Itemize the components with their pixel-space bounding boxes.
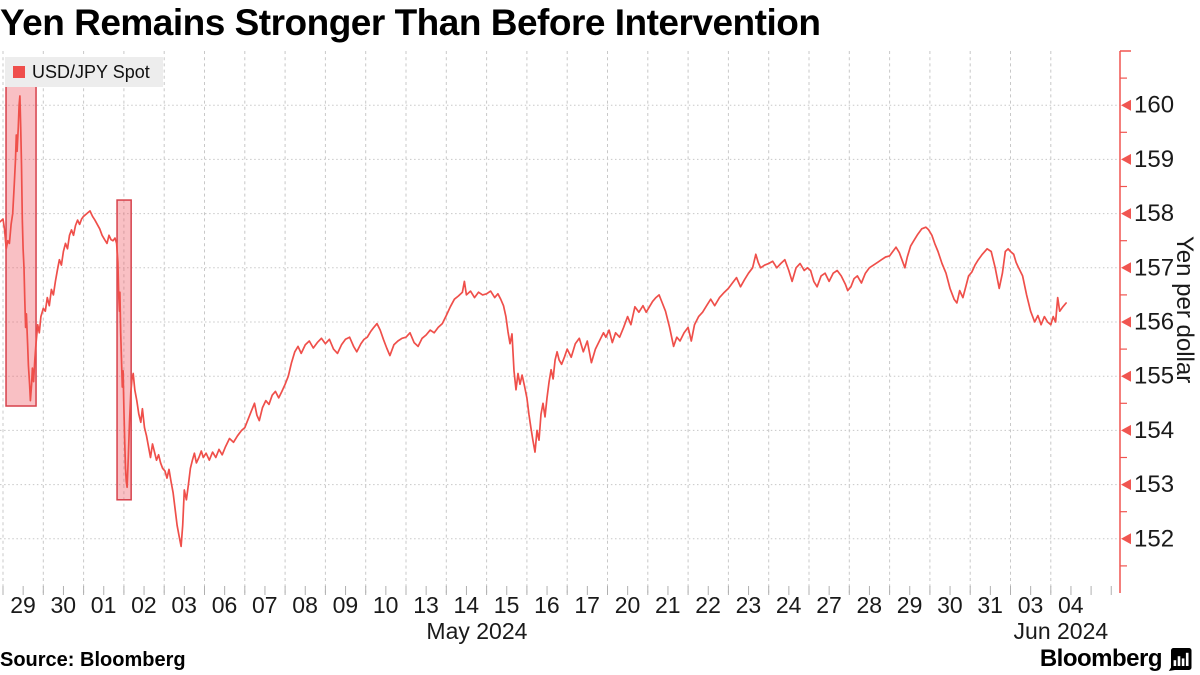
- x-tick-label: 17: [574, 592, 600, 618]
- x-tick-label: 30: [51, 592, 77, 618]
- y-axis-title: Yen per dollar: [1171, 236, 1198, 384]
- x-tick-label: 09: [333, 592, 359, 618]
- x-tick-label: 01: [91, 592, 117, 618]
- x-tick-label: 03: [171, 592, 197, 618]
- y-tick-label: 154: [1134, 417, 1174, 444]
- x-tick-label: 28: [857, 592, 883, 618]
- x-month-label: Jun 2024: [1014, 618, 1109, 644]
- x-tick-label: 08: [292, 592, 318, 618]
- y-tick-label: 153: [1134, 471, 1174, 498]
- x-tick-label: 24: [776, 592, 802, 618]
- x-tick-label: 14: [454, 592, 480, 618]
- x-tick-label: 03: [1018, 592, 1044, 618]
- legend-label: USD/JPY Spot: [32, 61, 150, 82]
- x-tick-label: 02: [131, 592, 157, 618]
- x-tick-label: 23: [736, 592, 762, 618]
- x-tick-label: 13: [413, 592, 439, 618]
- legend-swatch-icon: [13, 66, 25, 78]
- x-tick-label: 31: [977, 592, 1003, 618]
- x-tick-label: 07: [252, 592, 278, 618]
- x-tick-label: 22: [695, 592, 721, 618]
- x-tick-label: 29: [10, 592, 36, 618]
- x-tick-label: 30: [937, 592, 963, 618]
- y-tick-label: 159: [1134, 146, 1174, 173]
- y-tick-label: 160: [1134, 92, 1174, 119]
- x-month-label: May 2024: [426, 618, 527, 644]
- chart-title: Yen Remains Stronger Than Before Interve…: [0, 2, 821, 43]
- price-line: [0, 95, 1067, 548]
- y-tick-label: 155: [1134, 363, 1174, 390]
- x-tick-label: 29: [897, 592, 923, 618]
- y-tick-label: 157: [1134, 254, 1174, 281]
- y-tick-label: 158: [1134, 200, 1174, 227]
- x-tick-label: 27: [816, 592, 842, 618]
- x-tick-label: 21: [655, 592, 681, 618]
- x-tick-label: 20: [615, 592, 641, 618]
- x-tick-label: 04: [1058, 592, 1084, 618]
- legend: USD/JPY Spot: [5, 57, 163, 87]
- x-tick-label: 10: [373, 592, 399, 618]
- x-tick-label: 16: [534, 592, 560, 618]
- y-tick-label: 156: [1134, 309, 1174, 336]
- source-credit: Source: Bloomberg: [0, 649, 186, 671]
- bloomberg-logo: Bloomberg: [1040, 645, 1192, 673]
- bloomberg-chart-icon: [1168, 648, 1192, 671]
- bloomberg-wordmark: Bloomberg: [1039, 645, 1163, 672]
- x-tick-label: 15: [494, 592, 520, 618]
- y-tick-label: 152: [1134, 525, 1174, 552]
- x-tick-label: 06: [212, 592, 238, 618]
- intervention-window-may-1: [116, 199, 132, 501]
